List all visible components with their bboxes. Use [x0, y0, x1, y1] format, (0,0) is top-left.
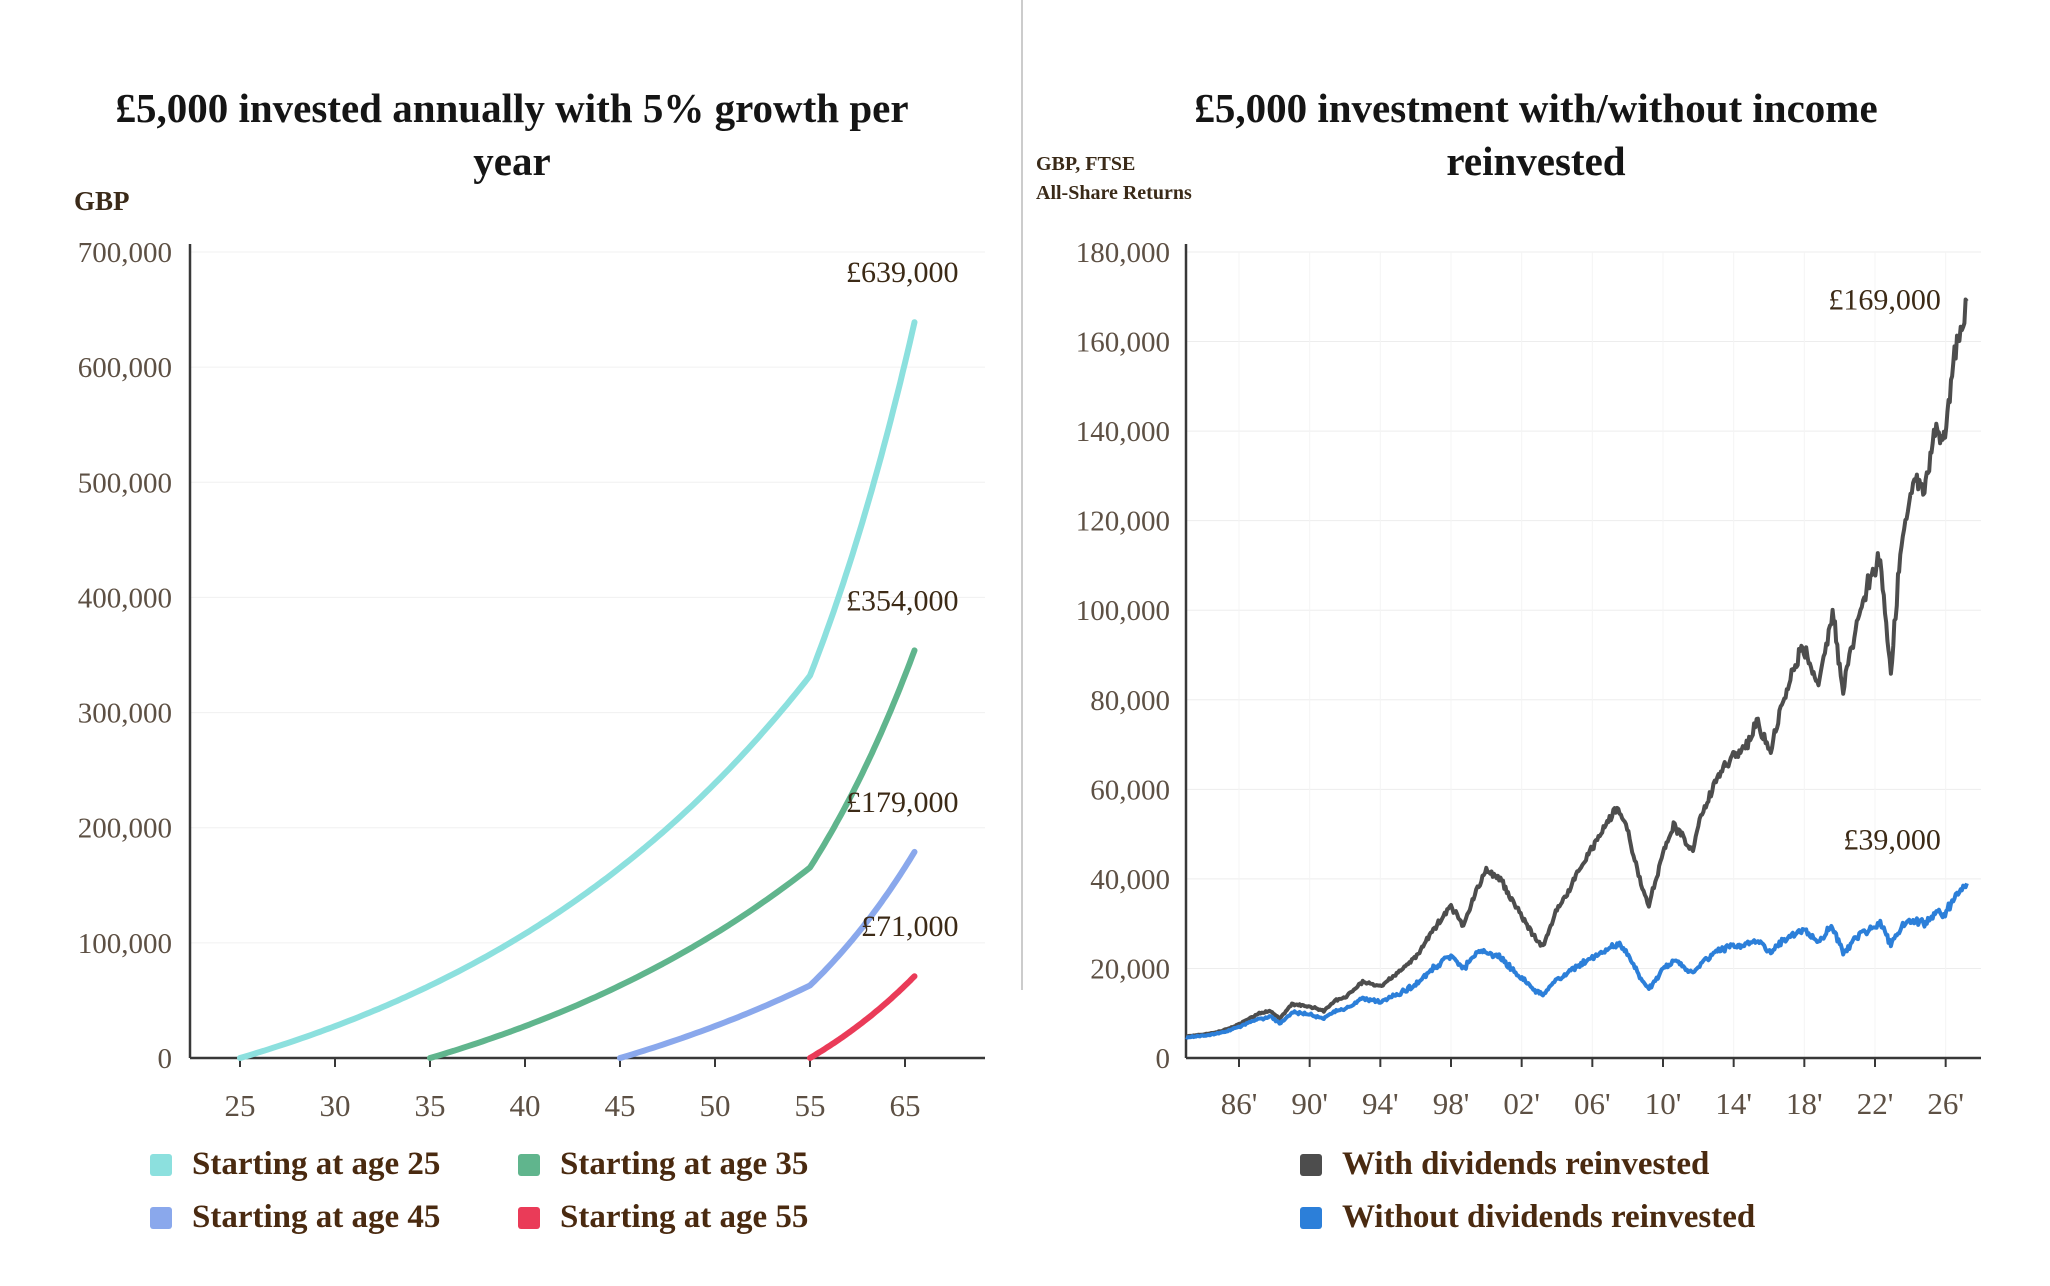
y-tick-label: 80,000: [1090, 685, 1170, 717]
y-tick-label: 100,000: [78, 928, 172, 960]
legend-label: Starting at age 45: [192, 1199, 441, 1235]
legend-label: Starting at age 35: [560, 1146, 809, 1182]
legend-label: Without dividends reinvested: [1342, 1199, 1756, 1235]
x-tick-label: 30: [320, 1088, 351, 1123]
series-annotation: £639,000: [846, 256, 959, 289]
legend-swatch: [1300, 1206, 1322, 1229]
right-axis-unit-line1: GBP, FTSE: [1036, 153, 1136, 175]
x-tick-label: 06': [1574, 1086, 1611, 1121]
y-tick-label: 140,000: [1076, 416, 1170, 448]
legend-item: Starting at age 25: [150, 1146, 518, 1183]
y-tick-label: 600,000: [78, 352, 172, 384]
y-tick-label: 300,000: [78, 698, 172, 730]
series-line: [807, 973, 918, 1061]
series-line: [617, 848, 918, 1061]
y-tick-label: 60,000: [1090, 774, 1170, 806]
y-tick-label: 20,000: [1090, 953, 1170, 985]
right-axis-unit-line2: All-Share Returns: [1036, 182, 1192, 204]
series-annotation: £179,000: [846, 786, 959, 819]
legend-swatch: [150, 1153, 172, 1176]
legend-label: With dividends reinvested: [1342, 1146, 1710, 1182]
series-line: [1185, 882, 1969, 1040]
right-chart-panel: 0 20,000 40,000 60,000 80,000 100,000 120,000 1…: [1024, 0, 2050, 1286]
x-tick-label: 26': [1927, 1086, 1964, 1121]
y-tick-label: 500,000: [78, 467, 172, 499]
legend-item: Starting at age 55: [518, 1199, 808, 1236]
y-tick-label: 200,000: [78, 813, 172, 845]
left-chart-legend: Starting at age 25 Starting at age 35 Star…: [150, 1146, 808, 1236]
left-chart-panel: 0 100,000 200,000 300,000 400,000 500,000 600,…: [0, 0, 1024, 1286]
x-tick-label: 14': [1715, 1086, 1752, 1121]
x-tick-label: 22': [1857, 1086, 1894, 1121]
series-line: [427, 647, 918, 1061]
x-tick-label: 98': [1433, 1086, 1470, 1121]
right-axis-unit-label: GBP, FTSE All-Share Returns: [1036, 150, 1192, 208]
legend-swatch: [150, 1206, 172, 1229]
legend-swatch: [518, 1206, 540, 1229]
legend-item: With dividends reinvested: [1300, 1146, 1755, 1183]
x-tick-label: 02': [1503, 1086, 1540, 1121]
right-chart-legend: With dividends reinvested Without dividen…: [1300, 1146, 1755, 1236]
legend-item: Starting at age 45: [150, 1199, 518, 1236]
x-tick-label: 25: [225, 1088, 256, 1123]
legend-label: Starting at age 55: [560, 1199, 809, 1235]
y-tick-label: 700,000: [78, 237, 172, 269]
series-line: [1185, 297, 1969, 1039]
y-tick-label: 120,000: [1076, 506, 1170, 538]
y-tick-label: 400,000: [78, 582, 172, 614]
x-tick-label: 55: [795, 1088, 826, 1123]
series-annotation: £169,000: [1828, 283, 1941, 316]
x-tick-label: 65: [890, 1088, 921, 1123]
y-tick-label: 40,000: [1090, 864, 1170, 896]
series-annotation: £39,000: [1843, 823, 1941, 856]
y-tick-label: 180,000: [1076, 237, 1170, 269]
legend-item: Starting at age 35: [518, 1146, 808, 1183]
x-tick-label: 86': [1221, 1086, 1258, 1121]
series-line: [237, 319, 918, 1061]
y-tick-label: 0: [158, 1043, 173, 1075]
x-tick-label: 18': [1786, 1086, 1823, 1121]
right-chart-title: £5,000 investment with/without income re…: [1194, 85, 1878, 185]
right-chart-svg: 0 20,000 40,000 60,000 80,000 100,000 120,000 1…: [1076, 237, 1981, 1121]
x-tick-label: 45: [605, 1088, 636, 1123]
y-tick-label: 0: [1156, 1043, 1171, 1075]
left-chart-title: £5,000 invested annually with 5% growth …: [115, 85, 909, 185]
x-tick-label: 90': [1291, 1086, 1328, 1121]
x-tick-label: 35: [415, 1088, 446, 1123]
x-tick-label: 94': [1362, 1086, 1399, 1121]
left-chart-svg: 0 100,000 200,000 300,000 400,000 500,000 600,…: [78, 237, 985, 1123]
series-annotation: £354,000: [846, 584, 959, 617]
x-tick-label: 10': [1645, 1086, 1682, 1121]
legend-item: Without dividends reinvested: [1300, 1199, 1755, 1236]
legend-swatch: [518, 1153, 540, 1176]
y-tick-label: 100,000: [1076, 595, 1170, 627]
y-tick-label: 160,000: [1076, 327, 1170, 359]
series-annotation: £71,000: [861, 910, 959, 943]
vertical-divider: [1021, 0, 1023, 990]
left-axis-unit-label: GBP: [74, 186, 130, 216]
x-tick-label: 40: [510, 1088, 541, 1123]
legend-swatch: [1300, 1153, 1322, 1176]
legend-label: Starting at age 25: [192, 1146, 441, 1182]
x-tick-label: 50: [700, 1088, 731, 1123]
